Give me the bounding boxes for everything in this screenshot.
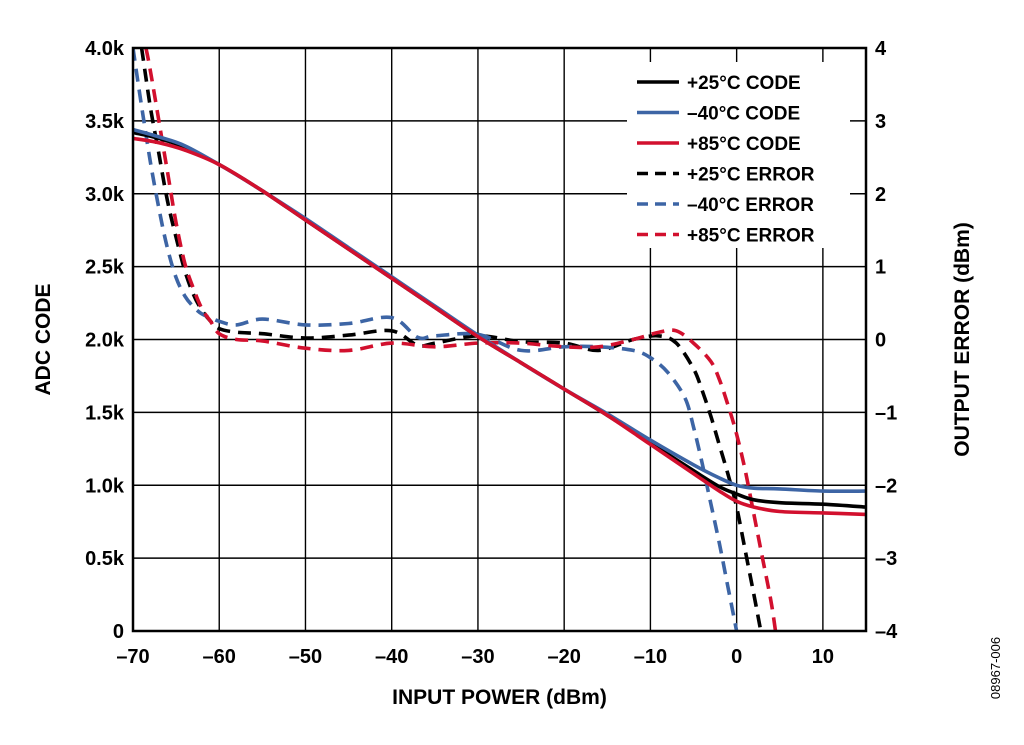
y2-tick-label: –3: [875, 548, 897, 570]
legend-label: +25°C CODE: [687, 73, 801, 94]
tick-labels: –70 –60 –50 –40 –30 –20 –10 0 1000.5k1.0k1.5k2.0…: [85, 38, 898, 668]
plot-frame: [131, 46, 868, 633]
x-tick-label: –30: [461, 646, 494, 668]
legend-label: +25°C ERROR: [687, 165, 815, 186]
y-tick-label: 3.5k: [85, 111, 125, 133]
legend-label: –40°C CODE: [687, 104, 800, 125]
x-tick-label: –10: [634, 646, 667, 668]
y2-tick-label: –1: [875, 402, 897, 424]
x-tick-label: –20: [547, 646, 580, 668]
y-tick-label: 0.5k: [85, 548, 125, 570]
y-axis-title: ADC CODE: [32, 283, 55, 395]
series-line-25-c-error: [139, 48, 763, 631]
x-tick-label: –60: [203, 646, 236, 668]
series-line-40-c-error: [133, 48, 739, 631]
x-axis-title: INPUT POWER (dBm): [392, 686, 607, 709]
y-tick-label: 3.0k: [85, 184, 125, 206]
legend-label: +85°C CODE: [687, 134, 801, 155]
y-tick-label: 1.5k: [85, 402, 125, 424]
y-tick-label: 2.0k: [85, 330, 125, 352]
x-tick-label: –50: [289, 646, 322, 668]
y2-tick-label: –2: [875, 475, 897, 497]
y2-tick-label: –4: [875, 621, 898, 643]
y-tick-label: 0: [113, 621, 124, 643]
x-tick-label: –70: [116, 646, 149, 668]
x-tick-label: –40: [375, 646, 408, 668]
y2-tick-label: 1: [875, 257, 886, 279]
legend-label: –40°C ERROR: [687, 195, 814, 216]
figure-id: 08967-006: [988, 637, 1003, 699]
x-tick-label: 0: [731, 646, 742, 668]
legend-background: [627, 62, 850, 248]
y-tick-label: 1.0k: [85, 475, 125, 497]
x-tick-label: 10: [812, 646, 834, 668]
series-line-85-c-code: [133, 136, 866, 517]
y-tick-label: 4.0k: [85, 38, 125, 60]
y2-tick-label: 3: [875, 111, 886, 133]
y-tick-label: 2.5k: [85, 257, 125, 279]
y2-tick-label: 0: [875, 330, 886, 352]
y2-tick-label: 4: [875, 38, 887, 60]
legend-label: +85°C ERROR: [687, 226, 815, 247]
y2-tick-label: 2: [875, 184, 886, 206]
legend: +25°C CODE –40°C CODE +85°C CODE +25°C ERRO…: [627, 62, 850, 248]
y2-axis-title: OUTPUT ERROR (dBm): [951, 222, 974, 457]
series-group: [133, 48, 866, 631]
